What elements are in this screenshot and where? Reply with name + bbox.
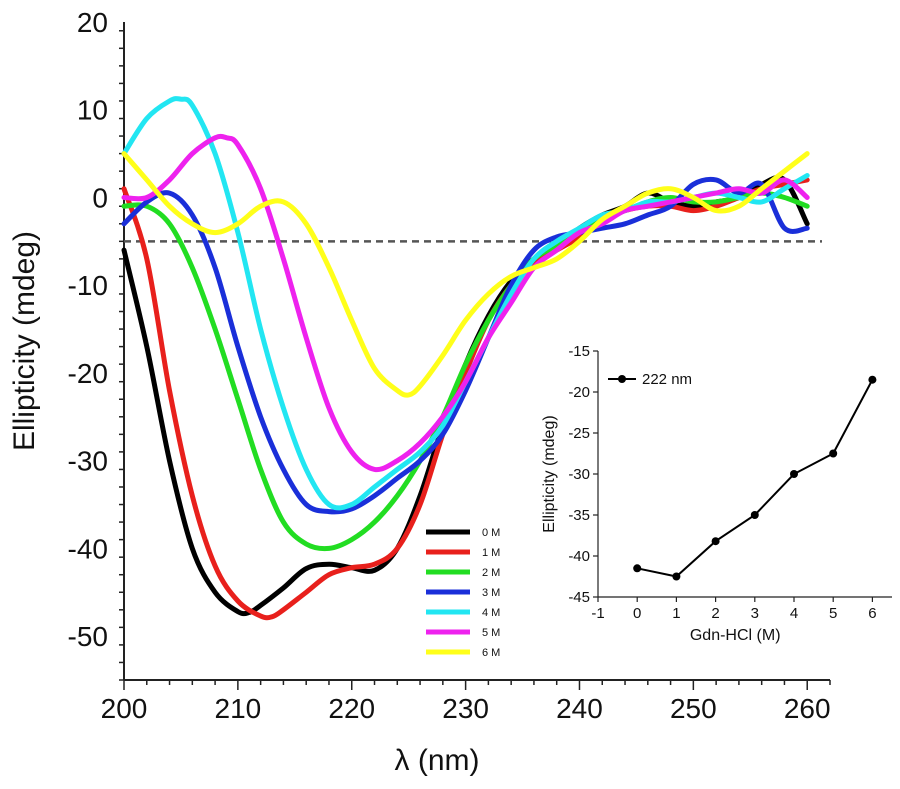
inset-x-tick-label: 3 (751, 605, 759, 622)
inset-background (540, 338, 898, 654)
inset-legend-label: 222 nm (642, 371, 692, 388)
series-line-3m (121, 176, 810, 515)
inset-x-tick-label: -1 (591, 605, 604, 622)
main-x-tick-label: 220 (328, 693, 375, 724)
inset-y-tick-label: -15 (568, 343, 590, 360)
legend-label: 5 M (482, 627, 500, 639)
main-legend: 0 M 1 M 2 M 3 M 4 M 5 M 6 M (426, 527, 500, 659)
legend-label: 1 M (482, 547, 500, 559)
series-line-6m (121, 151, 810, 398)
main-x-tick-label: 230 (442, 693, 489, 724)
inset-x-tick-label: 5 (829, 605, 837, 622)
inset-legend-swatch-marker (618, 375, 626, 383)
inset-y-tick-label: -25 (568, 425, 590, 442)
main-x-axis-title: λ (nm) (395, 744, 480, 777)
inset-data-point (790, 470, 798, 478)
inset-x-tick-label: 2 (711, 605, 719, 622)
legend-label: 6 M (482, 647, 500, 659)
inset-y-tick-label: -45 (568, 589, 590, 606)
main-y-tick-label: -30 (68, 446, 108, 477)
inset-y-tick-label: -40 (568, 548, 590, 565)
inset-data-point (829, 449, 838, 458)
main-y-axis-title: Ellipticity (mdeg) (8, 231, 41, 451)
inset-data-point (750, 511, 759, 519)
main-x-tick-label: 240 (556, 693, 603, 724)
inset-y-tick-label: -30 (568, 466, 590, 483)
inset-x-tick-label: 1 (672, 605, 680, 622)
legend-label: 2 M (482, 567, 500, 579)
legend-label: 3 M (482, 587, 500, 599)
main-y-tick-label: 0 (92, 182, 108, 213)
legend-label: 0 M (482, 527, 500, 539)
inset-y-axis-title: Ellipticity (mdeg) (541, 415, 558, 532)
main-y-tick-label: -40 (68, 533, 108, 564)
main-x-tick-label: 200 (101, 693, 148, 724)
inset-data-point (633, 564, 642, 573)
inset-data-point (711, 537, 720, 546)
inset-x-tick-label: 0 (633, 605, 641, 622)
main-x-tick-label: 260 (784, 693, 831, 724)
main-y-tick-label: -50 (68, 621, 108, 652)
inset-x-tick-label: 6 (868, 605, 876, 622)
main-y-tick-label: 10 (77, 95, 108, 126)
main-y-tick-label: 20 (77, 7, 108, 38)
inset-x-tick-label: 4 (790, 605, 798, 622)
inset-x-axis-title: Gdn-HCl (M) (690, 627, 781, 644)
inset-data-point (868, 375, 877, 384)
inset-chart: -15 -20 -25 -30 -35 -40 -45-1 0 1 2 3 4 5 6 Gdn-HCl (M… (540, 338, 898, 654)
inset-y-tick-label: -20 (568, 384, 590, 401)
main-y-tick-label: -10 (68, 270, 108, 301)
inset-data-point (672, 572, 681, 581)
inset-y-tick-label: -35 (568, 507, 590, 524)
main-x-tick-label: 210 (215, 693, 262, 724)
main-y-tick-label: -20 (68, 358, 108, 389)
legend-label: 4 M (482, 607, 500, 619)
series-line-2m (121, 190, 810, 552)
main-x-tick-label: 250 (670, 693, 717, 724)
